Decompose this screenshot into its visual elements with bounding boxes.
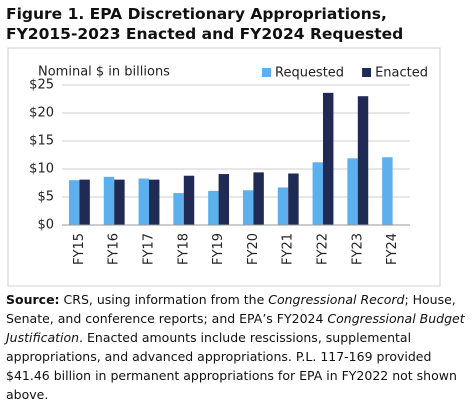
bar [183,175,195,225]
y-tick-label: $15 [29,134,54,149]
legend-swatch [362,68,372,77]
y-tick-label: $10 [29,162,54,177]
bar [208,190,219,225]
bar [242,190,254,225]
legend-label: Enacted [375,66,428,81]
bar [347,158,358,225]
source-text: . Enacted amounts include rescissions, s… [6,330,457,402]
bar [277,187,289,225]
bar [218,174,230,225]
chart: Nominal $ in billions $0 $5 $10 $15 $20 $25 FY… [7,47,441,287]
bar [312,162,323,225]
bar [114,179,125,225]
bar [138,178,149,225]
x-tick-label: FY24 [385,233,400,265]
bar [103,176,115,225]
source-text: CRS, using information from the [63,292,269,307]
x-tick-label: FY22 [316,233,331,265]
bar [68,180,80,225]
source-text: Congressional Budget Justification [6,311,465,345]
y-tick-label: $25 [29,78,54,93]
y-tick-label: $0 [37,218,54,233]
bar [323,92,334,225]
source-text: Congressional Record [268,292,405,307]
bar [382,157,393,225]
x-tick-label: FY16 [107,233,122,265]
y-tick-label: $20 [29,106,54,121]
bar [173,193,184,225]
bar [288,173,299,225]
source-label: Source: [6,292,60,307]
axis-label: Nominal $ in billions [38,65,170,80]
bar [79,179,90,225]
x-tick-label: FY19 [211,233,226,265]
x-tick-label: FY18 [176,233,191,265]
chart-frame [7,47,441,287]
x-tick-label: FY20 [246,233,261,265]
bar [149,179,160,225]
legend-label: Requested [275,66,344,81]
x-tick-label: FY23 [350,233,365,265]
y-tick-label: $5 [37,190,54,205]
x-tick-label: FY15 [72,233,87,265]
figure-title: Figure 1. EPA Discretionary Appropriatio… [6,5,404,43]
bar [357,96,369,225]
legend-swatch [262,68,271,77]
source-note: Source: CRS, using information from the … [6,290,468,404]
source-text: ; House, Senate, and conference reports;… [6,292,456,326]
bar [253,172,264,225]
x-tick-label: FY21 [281,233,296,265]
x-tick-label: FY17 [142,233,157,265]
